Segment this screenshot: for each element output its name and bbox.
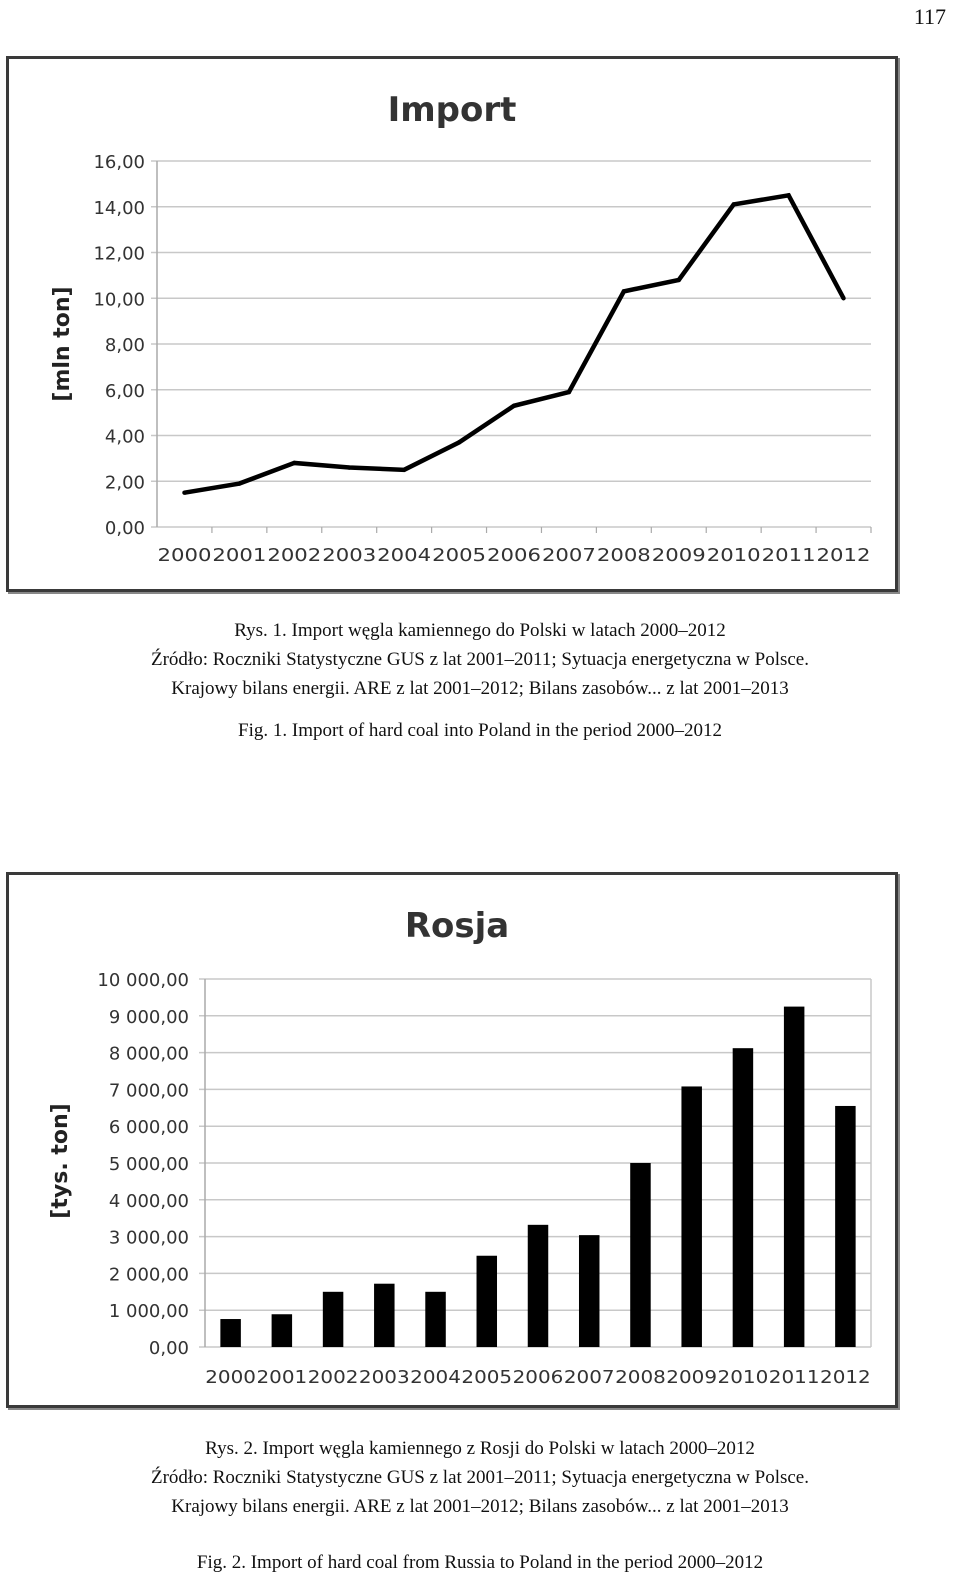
bar <box>476 1255 498 1347</box>
x-tick-label: 2002 <box>308 1367 359 1388</box>
y-tick-label: 1 000,00 <box>109 1301 189 1322</box>
data-point <box>841 296 846 301</box>
caption-2-line-2: Źródło: Roczniki Statystyczne GUS z lat … <box>151 1467 809 1488</box>
caption-1: Rys. 1. Import węgla kamiennego do Polsk… <box>0 616 960 703</box>
caption-2-line-3: Krajowy bilans energii. ARE z lat 2001–2… <box>171 1496 789 1517</box>
y-tick-label: 8 000,00 <box>109 1044 189 1065</box>
rosja-chart-svg: Rosja [tys. ton] 0,00 1 000,00 2 000,00 3 000… <box>48 906 872 1388</box>
caption-1-line-1: Rys. 1. Import węgla kamiennego do Polsk… <box>234 620 726 641</box>
page-number: 117 <box>913 4 946 29</box>
data-point <box>292 460 297 466</box>
data-point <box>676 277 681 283</box>
y-axis-label: [mln ton] <box>50 286 75 401</box>
x-tick-label: 2006 <box>487 545 541 566</box>
x-tick-label: 2002 <box>267 545 321 566</box>
data-point <box>182 490 187 495</box>
y-axis-label: [tys. ton] <box>48 1103 73 1218</box>
bar <box>732 1048 754 1347</box>
x-tick-label: 2003 <box>359 1367 410 1388</box>
data-point <box>347 465 352 470</box>
caption-2: Rys. 2. Import węgla kamiennego z Rosji … <box>0 1434 960 1521</box>
x-tick-label: 2009 <box>666 1367 717 1388</box>
x-tick-label: 2008 <box>615 1367 666 1388</box>
caption-2-english: Fig. 2. Import of hard coal from Russia … <box>196 1552 764 1573</box>
x-tick-label: 2011 <box>769 1367 820 1388</box>
x-tick-label: 2007 <box>564 1367 615 1388</box>
caption-1-english: Fig. 1. Import of hard coal into Poland … <box>238 720 722 741</box>
data-point <box>456 440 462 445</box>
rosja-chart: Rosja [tys. ton] 0,00 1 000,00 2 000,00 3 000… <box>6 872 898 1408</box>
y-tick-label: 0,00 <box>149 1338 189 1359</box>
data-point <box>786 193 791 198</box>
x-tick-label: 2004 <box>377 545 431 566</box>
x-tick-label: 2006 <box>513 1367 564 1388</box>
y-tick-label: 4,00 <box>105 427 145 448</box>
bar <box>527 1224 549 1347</box>
chart-title: Rosja <box>405 906 509 946</box>
bar <box>322 1291 344 1347</box>
caption-1-line-3: Krajowy bilans energii. ARE z lat 2001–2… <box>171 678 789 699</box>
bar <box>374 1283 395 1347</box>
chart-title: Import <box>388 90 517 130</box>
y-tick-label: 10 000,00 <box>97 970 189 991</box>
y-tick-label: 16,00 <box>93 152 145 173</box>
bar <box>681 1086 702 1347</box>
x-tick-label: 2003 <box>322 545 376 566</box>
y-tick-label: 2,00 <box>105 472 145 493</box>
data-point <box>731 202 736 207</box>
y-tick-label: 12,00 <box>93 244 145 265</box>
bar <box>220 1319 241 1347</box>
data-point <box>237 481 242 486</box>
x-tick-label: 2005 <box>432 545 486 566</box>
x-tick-label: 2007 <box>542 545 596 566</box>
bar <box>835 1105 856 1347</box>
x-tick-label: 2004 <box>410 1367 461 1388</box>
data-point <box>566 389 572 395</box>
caption-2-line-1: Rys. 2. Import węgla kamiennego z Rosji … <box>205 1438 755 1459</box>
y-tick-label: 9 000,00 <box>109 1007 189 1028</box>
y-tick-label: 6 000,00 <box>109 1117 189 1138</box>
caption-1-line-2: Źródło: Roczniki Statystyczne GUS z lat … <box>151 649 809 670</box>
y-tick-label: 0,00 <box>105 518 145 539</box>
x-tick-label: 2000 <box>158 545 212 566</box>
bar <box>783 1006 805 1347</box>
y-tick-label: 10,00 <box>93 289 145 310</box>
y-tick-label: 3 000,00 <box>109 1228 189 1249</box>
x-tick-label: 2000 <box>205 1367 256 1388</box>
x-tick-label: 2011 <box>762 545 816 566</box>
data-point <box>511 403 517 408</box>
import-chart: Import [mln ton] 0,00 2,00 4,00 6,00 8,00 10,00… <box>6 56 898 592</box>
y-tick-label: 8,00 <box>105 335 145 356</box>
y-tick-label: 5 000,00 <box>109 1154 189 1175</box>
x-tick-label: 2008 <box>597 545 651 566</box>
bar <box>425 1291 446 1347</box>
x-tick-label: 2010 <box>707 545 761 566</box>
x-tick-label: 2010 <box>718 1367 769 1388</box>
data-point <box>401 467 407 473</box>
x-tick-label: 2001 <box>256 1367 307 1388</box>
x-tick-label: 2009 <box>652 545 706 566</box>
x-tick-label: 2005 <box>461 1367 512 1388</box>
y-tick-label: 4 000,00 <box>109 1191 189 1212</box>
y-tick-label: 6,00 <box>105 381 145 402</box>
x-tick-label: 2012 <box>820 1367 871 1388</box>
y-tick-label: 7 000,00 <box>109 1080 189 1101</box>
import-chart-svg: Import [mln ton] 0,00 2,00 4,00 6,00 8,00 10,00… <box>50 90 872 566</box>
y-tick-label: 14,00 <box>93 198 145 219</box>
y-tick-label: 2 000,00 <box>109 1264 189 1285</box>
bar <box>578 1235 600 1347</box>
bar <box>271 1314 293 1347</box>
bar <box>630 1163 651 1347</box>
data-point <box>621 289 627 294</box>
x-tick-label: 2001 <box>212 545 266 566</box>
x-tick-label: 2012 <box>817 545 871 566</box>
